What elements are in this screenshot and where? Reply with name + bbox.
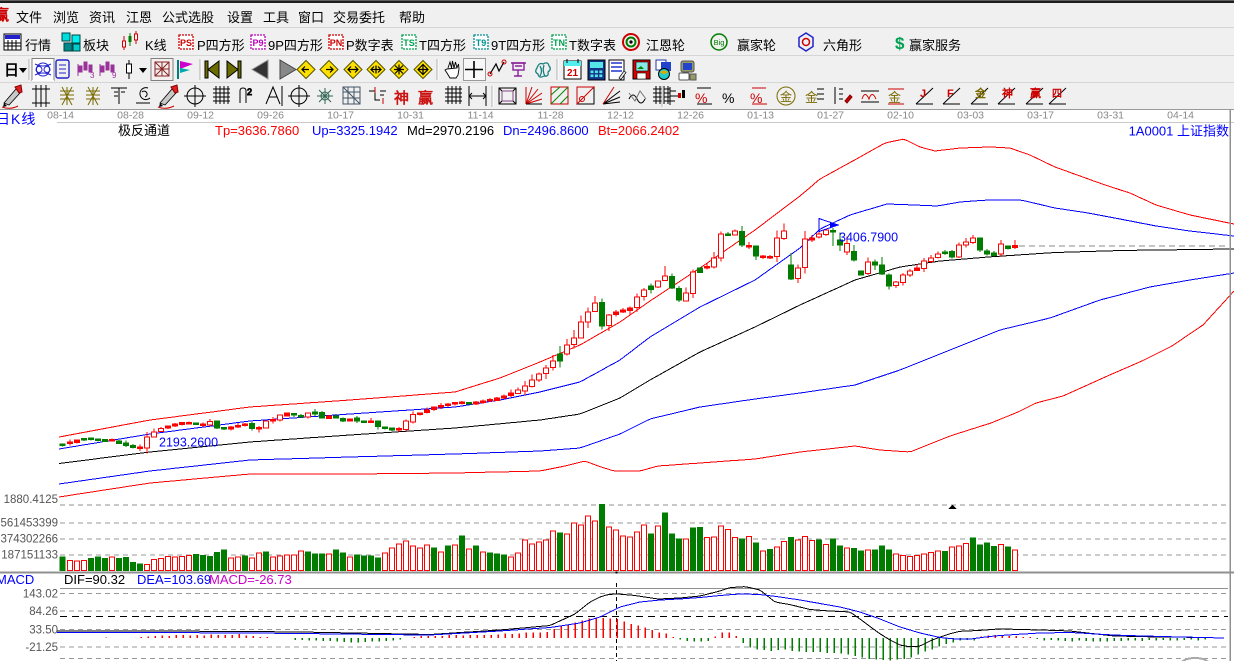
svg-text:01-13: 01-13 [747, 110, 774, 122]
svg-text:$: $ [895, 34, 905, 53]
svg-text:9: 9 [112, 71, 117, 80]
svg-text:P9: P9 [252, 38, 263, 48]
svg-text:日: 日 [4, 62, 19, 79]
svg-text:金: 金 [888, 90, 901, 105]
svg-text:%: % [722, 90, 734, 106]
svg-text:187151133: 187151133 [1, 549, 58, 561]
svg-text:10-31: 10-31 [397, 110, 424, 122]
svg-text:561453399: 561453399 [0, 517, 58, 529]
svg-text:374302266: 374302266 [0, 533, 58, 545]
svg-text:08-28: 08-28 [117, 110, 144, 122]
svg-text:极反通道: 极反通道 [118, 123, 170, 138]
svg-text:Bt=2066.2402: Bt=2066.2402 [598, 123, 679, 138]
svg-text:21: 21 [567, 68, 579, 79]
svg-text:DIF=90.32: DIF=90.32 [64, 572, 125, 587]
svg-text:J: J [920, 88, 926, 100]
svg-text:四: 四 [1052, 88, 1062, 100]
svg-text:T9: T9 [476, 38, 487, 48]
svg-text:04-14: 04-14 [1167, 110, 1194, 122]
svg-text:赢: 赢 [1030, 86, 1041, 100]
svg-text:金: 金 [780, 89, 792, 104]
svg-text:DEA=103.69: DEA=103.69 [137, 572, 211, 587]
svg-text:MACD=-26.73: MACD=-26.73 [209, 572, 292, 587]
svg-text:1A0001 上证指数: 1A0001 上证指数 [1129, 124, 1229, 139]
svg-text:143.02: 143.02 [23, 589, 58, 601]
svg-text:Up=3325.1942: Up=3325.1942 [312, 123, 398, 138]
svg-text:1880.4125: 1880.4125 [4, 494, 58, 506]
svg-text:2: 2 [247, 87, 252, 97]
svg-text:3406.7900: 3406.7900 [839, 231, 898, 245]
svg-text:Md=2970.2196: Md=2970.2196 [407, 123, 494, 138]
svg-text:33.50: 33.50 [29, 625, 58, 637]
svg-text:%: % [695, 90, 707, 106]
svg-text:12-12: 12-12 [607, 110, 634, 122]
svg-text:MACD: MACD [0, 572, 34, 587]
svg-text:09-12: 09-12 [187, 110, 214, 122]
svg-text:PN: PN [330, 38, 343, 48]
svg-text:12-26: 12-26 [677, 110, 704, 122]
svg-text:神: 神 [394, 89, 409, 107]
svg-text:金: 金 [974, 86, 987, 100]
svg-text:Dn=2496.8600: Dn=2496.8600 [503, 123, 589, 138]
svg-text:神: 神 [1002, 86, 1013, 100]
svg-text:09-26: 09-26 [257, 110, 284, 122]
svg-text:02-10: 02-10 [887, 110, 914, 122]
svg-text:TN: TN [553, 38, 565, 48]
svg-text:2193.2600: 2193.2600 [159, 436, 218, 450]
svg-text:08-14: 08-14 [47, 110, 74, 122]
svg-text:03-17: 03-17 [1027, 110, 1054, 122]
svg-text:11-28: 11-28 [538, 110, 564, 122]
svg-text:Tp=3636.7860: Tp=3636.7860 [215, 123, 299, 138]
svg-text:10-17: 10-17 [327, 110, 354, 122]
svg-text:赢: 赢 [418, 89, 433, 107]
svg-text:日K线: 日K线 [0, 111, 36, 127]
svg-text:PS: PS [180, 38, 192, 48]
svg-text:01-27: 01-27 [817, 110, 844, 122]
svg-text:%: % [750, 90, 762, 106]
svg-text:Big: Big [714, 38, 725, 47]
svg-text:-21.25: -21.25 [25, 642, 58, 654]
svg-text:3: 3 [90, 71, 95, 80]
svg-text:F: F [947, 88, 954, 100]
svg-text:03-03: 03-03 [957, 110, 984, 122]
svg-text:金: 金 [805, 90, 818, 105]
svg-text:11-14: 11-14 [468, 110, 494, 122]
svg-text:03-31: 03-31 [1097, 110, 1124, 122]
svg-text:TS: TS [403, 38, 415, 48]
svg-text:84.26: 84.26 [29, 606, 58, 618]
